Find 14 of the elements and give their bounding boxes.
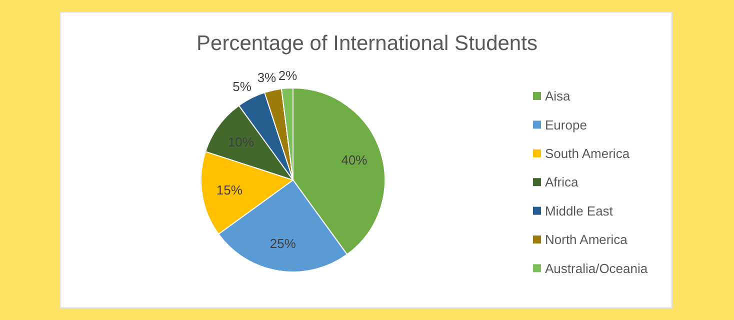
legend-label: Middle East: [545, 203, 614, 218]
data-label: 40%: [341, 152, 368, 168]
legend-label: Australia/Oceania: [545, 260, 648, 276]
legend-label: North America: [545, 232, 628, 248]
legend-label: Africa: [545, 174, 579, 190]
legend-label: Europe: [545, 117, 587, 132]
data-label: 3%: [257, 70, 277, 86]
data-label: 5%: [232, 79, 252, 94]
data-label: 15%: [216, 182, 243, 198]
legend-label: Aisa: [545, 88, 572, 104]
data-label: 25%: [270, 236, 296, 252]
legend-label: South America: [545, 146, 630, 161]
chart-title: Percentage of International Students: [196, 32, 538, 55]
data-label: 2%: [278, 68, 298, 83]
